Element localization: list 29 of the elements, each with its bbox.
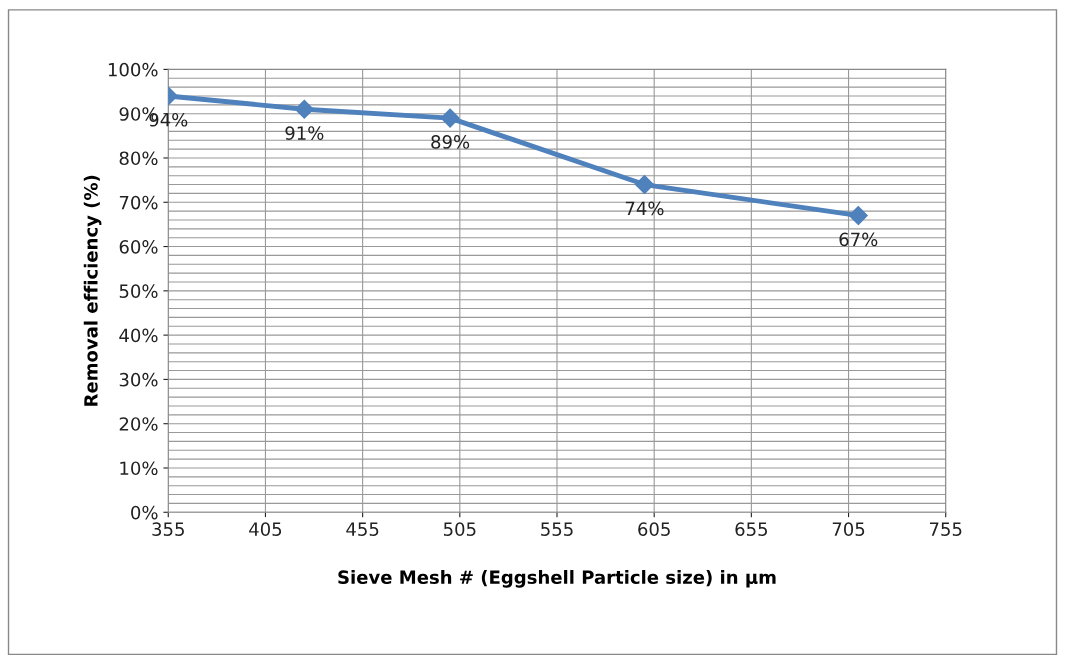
- x-tick-label: 405: [249, 522, 282, 536]
- y-tick-label: 80%: [119, 151, 158, 166]
- x-axis-title: Sieve Mesh # (Eggshell Particle size) in µm: [338, 570, 776, 588]
- point: [440, 108, 460, 128]
- x-tick-label: 505: [443, 522, 476, 536]
- x-tick-label: 655: [735, 522, 768, 536]
- y-tick-label: 20%: [119, 417, 158, 431]
- y-tick-label: 70%: [119, 195, 158, 210]
- x-tick-label: 705: [832, 522, 865, 536]
- point: [294, 99, 314, 119]
- x-tick-label: 555: [541, 522, 573, 536]
- x-tick-label: 605: [638, 522, 670, 536]
- y-axis-title: Removal efficiency (%): [83, 175, 102, 406]
- x-tick-label: 755: [929, 522, 962, 536]
- x-tick-label: 355: [152, 522, 184, 536]
- data-label: 91%: [285, 126, 324, 140]
- y-tick-label: 0%: [131, 505, 158, 520]
- y-tick-label: 100%: [108, 62, 158, 77]
- y-tick-label: 10%: [120, 461, 158, 476]
- point: [634, 175, 654, 195]
- y-tick-label: 40%: [119, 328, 158, 343]
- y-tick-label: 50%: [119, 284, 158, 298]
- y-tick-label: 30%: [119, 372, 158, 387]
- data-label: 89%: [431, 135, 470, 149]
- x-tick-label: 455: [346, 522, 379, 536]
- y-tick-label: 60%: [119, 240, 158, 254]
- data-label: 67%: [839, 232, 878, 247]
- point: [848, 206, 868, 226]
- data-label: 74%: [625, 201, 664, 216]
